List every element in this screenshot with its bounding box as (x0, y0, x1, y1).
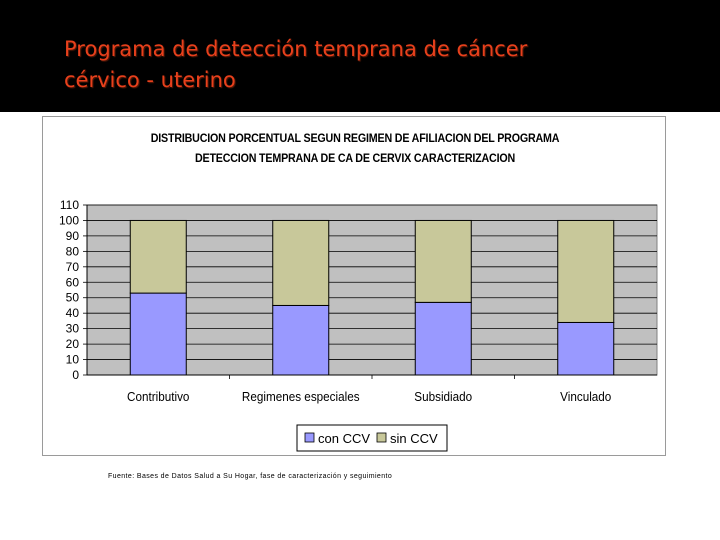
slide-title-line-2: cérvico - uterino (64, 68, 236, 92)
slide-title: Programa de detección temprana de cáncer… (64, 34, 664, 96)
x-tick-label: Vinculado (560, 389, 611, 404)
y-tick-label: 0 (72, 368, 79, 382)
legend-swatch (304, 432, 315, 443)
y-tick-label: 100 (59, 213, 79, 227)
y-tick-label: 20 (66, 337, 80, 351)
y-tick-label: 90 (66, 229, 80, 243)
y-tick-label: 30 (66, 322, 80, 336)
y-tick-label: 50 (66, 291, 80, 305)
legend-label: con CCV (318, 431, 370, 446)
y-tick-label: 60 (66, 275, 80, 289)
x-tick-label: Regimenes especiales (242, 389, 360, 404)
bar-sin-ccv (557, 219, 615, 323)
bar-con-ccv (414, 301, 472, 376)
bar-con-ccv (129, 292, 187, 376)
x-tick-label: Contributivo (127, 389, 190, 404)
legend-swatch (376, 432, 387, 443)
y-tick-label: 70 (66, 260, 80, 274)
slide-header: Programa de detección temprana de cáncer… (0, 0, 720, 112)
y-tick-label: 40 (66, 306, 80, 320)
slide-title-line-1: Programa de detección temprana de cáncer (64, 37, 528, 61)
bar-sin-ccv (129, 219, 187, 294)
chart-frame: DISTRIBUCION PORCENTUAL SEGUN REGIMEN DE… (42, 116, 666, 456)
chart-title: DISTRIBUCION PORCENTUAL SEGUN REGIMEN DE… (65, 129, 645, 169)
y-tick-label: 10 (66, 353, 80, 367)
x-tick-label: Subsidiado (414, 389, 472, 404)
chart-title-line-2: DETECCION TEMPRANA DE CA DE CERVIX CARAC… (194, 153, 516, 165)
y-tick-label: 110 (60, 198, 79, 212)
source-note: Fuente: Bases de Datos Salud a Su Hogar,… (108, 473, 393, 480)
chart-title-line-1: DISTRIBUCION PORCENTUAL SEGUN REGIMEN DE… (150, 133, 560, 145)
bar-con-ccv (272, 304, 330, 376)
legend-label: sin CCV (390, 431, 438, 446)
bar-sin-ccv (272, 219, 330, 306)
bar-con-ccv (557, 321, 615, 376)
y-tick-label: 80 (66, 244, 80, 258)
bar-sin-ccv (414, 219, 472, 303)
legend-box (296, 424, 448, 452)
